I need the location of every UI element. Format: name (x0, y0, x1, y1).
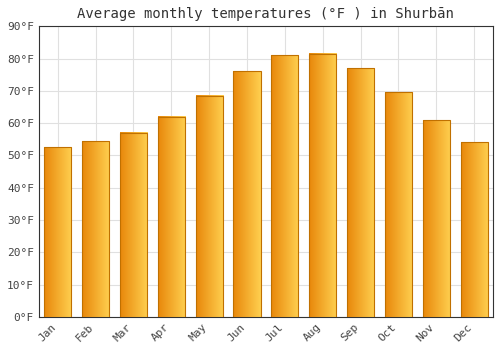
Bar (234, 71, 260, 317)
Bar (82, 141, 109, 317)
Bar (309, 54, 336, 317)
Bar (196, 96, 223, 317)
Bar (422, 120, 450, 317)
Bar (234, 71, 260, 317)
Bar (44, 147, 72, 317)
Bar (158, 117, 185, 317)
Bar (44, 147, 72, 317)
Bar (460, 142, 488, 317)
Bar (196, 96, 223, 317)
Bar (158, 117, 185, 317)
Bar (460, 142, 488, 317)
Bar (385, 92, 412, 317)
Bar (271, 55, 298, 317)
Bar (120, 133, 147, 317)
Title: Average monthly temperatures (°F ) in Shurbān: Average monthly temperatures (°F ) in Sh… (78, 7, 454, 21)
Bar (347, 68, 374, 317)
Bar (271, 55, 298, 317)
Bar (347, 68, 374, 317)
Bar (385, 92, 412, 317)
Bar (309, 54, 336, 317)
Bar (82, 141, 109, 317)
Bar (120, 133, 147, 317)
Bar (422, 120, 450, 317)
